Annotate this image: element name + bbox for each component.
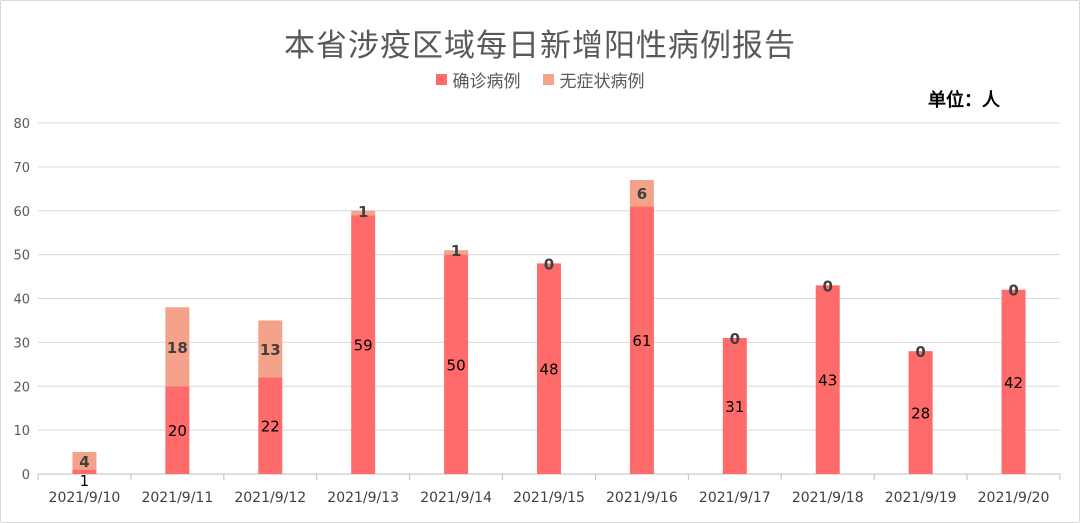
bar-asymptomatic [72,452,97,470]
data-label-asymptomatic: 1 [358,203,368,221]
data-label-confirmed: 48 [539,361,558,379]
x-tick-label: 2021/9/14 [420,490,492,506]
y-tick-label: 20 [13,380,30,395]
data-label-confirmed: 42 [1004,374,1023,392]
x-tick-label: 2021/9/16 [606,490,678,506]
data-label-confirmed: 61 [632,332,651,350]
data-label-confirmed: 50 [447,356,466,374]
legend: 确诊病例 无症状病例 [0,67,1080,92]
x-tick-label: 2021/9/20 [978,490,1050,506]
x-tick-label: 2021/9/15 [513,490,585,506]
y-tick-label: 70 [13,161,30,176]
x-tick-label: 2021/9/10 [49,490,121,506]
bar-confirmed [537,263,561,474]
bar-confirmed [444,254,469,474]
data-label-confirmed: 31 [725,398,744,416]
y-tick-label: 40 [13,293,30,308]
data-label-asymptomatic: 0 [823,277,833,295]
data-label-asymptomatic: 0 [544,255,554,273]
bar-confirmed [629,206,654,475]
data-label-asymptomatic: 0 [1008,282,1018,300]
data-label-asymptomatic: 4 [79,453,89,471]
unit-label: 单位：人 [928,90,1000,111]
legend-label-asymptomatic: 无症状病例 [559,72,645,92]
data-label-asymptomatic: 0 [730,330,740,348]
bar-confirmed [1001,289,1026,474]
bar-confirmed [351,215,376,474]
x-tick-label: 2021/9/12 [234,490,306,506]
data-label-confirmed: 22 [261,418,280,436]
bar-confirmed [165,386,190,474]
legend-swatch-asymptomatic [542,74,554,85]
legend-swatch-confirmed [435,74,447,85]
data-label-confirmed: 20 [168,422,187,440]
data-label-confirmed: 1 [80,472,90,490]
bar-asymptomatic [629,180,654,207]
x-tick-label: 2021/9/17 [699,490,771,506]
x-tick-label: 2021/9/11 [141,490,213,506]
legend-label-confirmed: 确诊病例 [452,72,521,92]
x-tick-label: 2021/9/13 [327,490,399,506]
bar-confirmed [258,377,283,474]
y-tick-label: 0 [22,468,30,483]
bar-asymptomatic [258,320,283,378]
data-label-confirmed: 28 [911,405,930,423]
data-label-asymptomatic: 1 [451,242,461,260]
bar-asymptomatic [444,250,469,255]
bar-confirmed [815,285,840,474]
bar-confirmed [908,351,933,474]
bar-confirmed [72,469,97,474]
y-tick-label: 80 [13,117,30,132]
data-label-asymptomatic: 0 [915,343,925,361]
y-tick-label: 50 [13,249,30,264]
data-label-asymptomatic: 18 [167,339,188,357]
bar-asymptomatic [351,210,376,216]
data-label-asymptomatic: 6 [637,185,647,203]
legend-item-confirmed: 确诊病例 [435,67,521,92]
x-tick-label: 2021/9/18 [792,490,864,506]
data-label-asymptomatic: 13 [260,341,281,359]
bar-asymptomatic [165,307,190,387]
y-tick-label: 60 [13,205,30,220]
x-tick-label: 2021/9/19 [885,490,957,506]
data-label-confirmed: 43 [818,372,837,390]
legend-item-asymptomatic: 无症状病例 [542,67,645,92]
bar-confirmed [722,337,747,474]
chart-title: 本省涉疫区域每日新增阳性病例报告 [284,28,796,64]
y-tick-label: 30 [13,336,30,351]
y-tick-label: 10 [13,424,30,439]
data-label-confirmed: 59 [354,337,373,355]
